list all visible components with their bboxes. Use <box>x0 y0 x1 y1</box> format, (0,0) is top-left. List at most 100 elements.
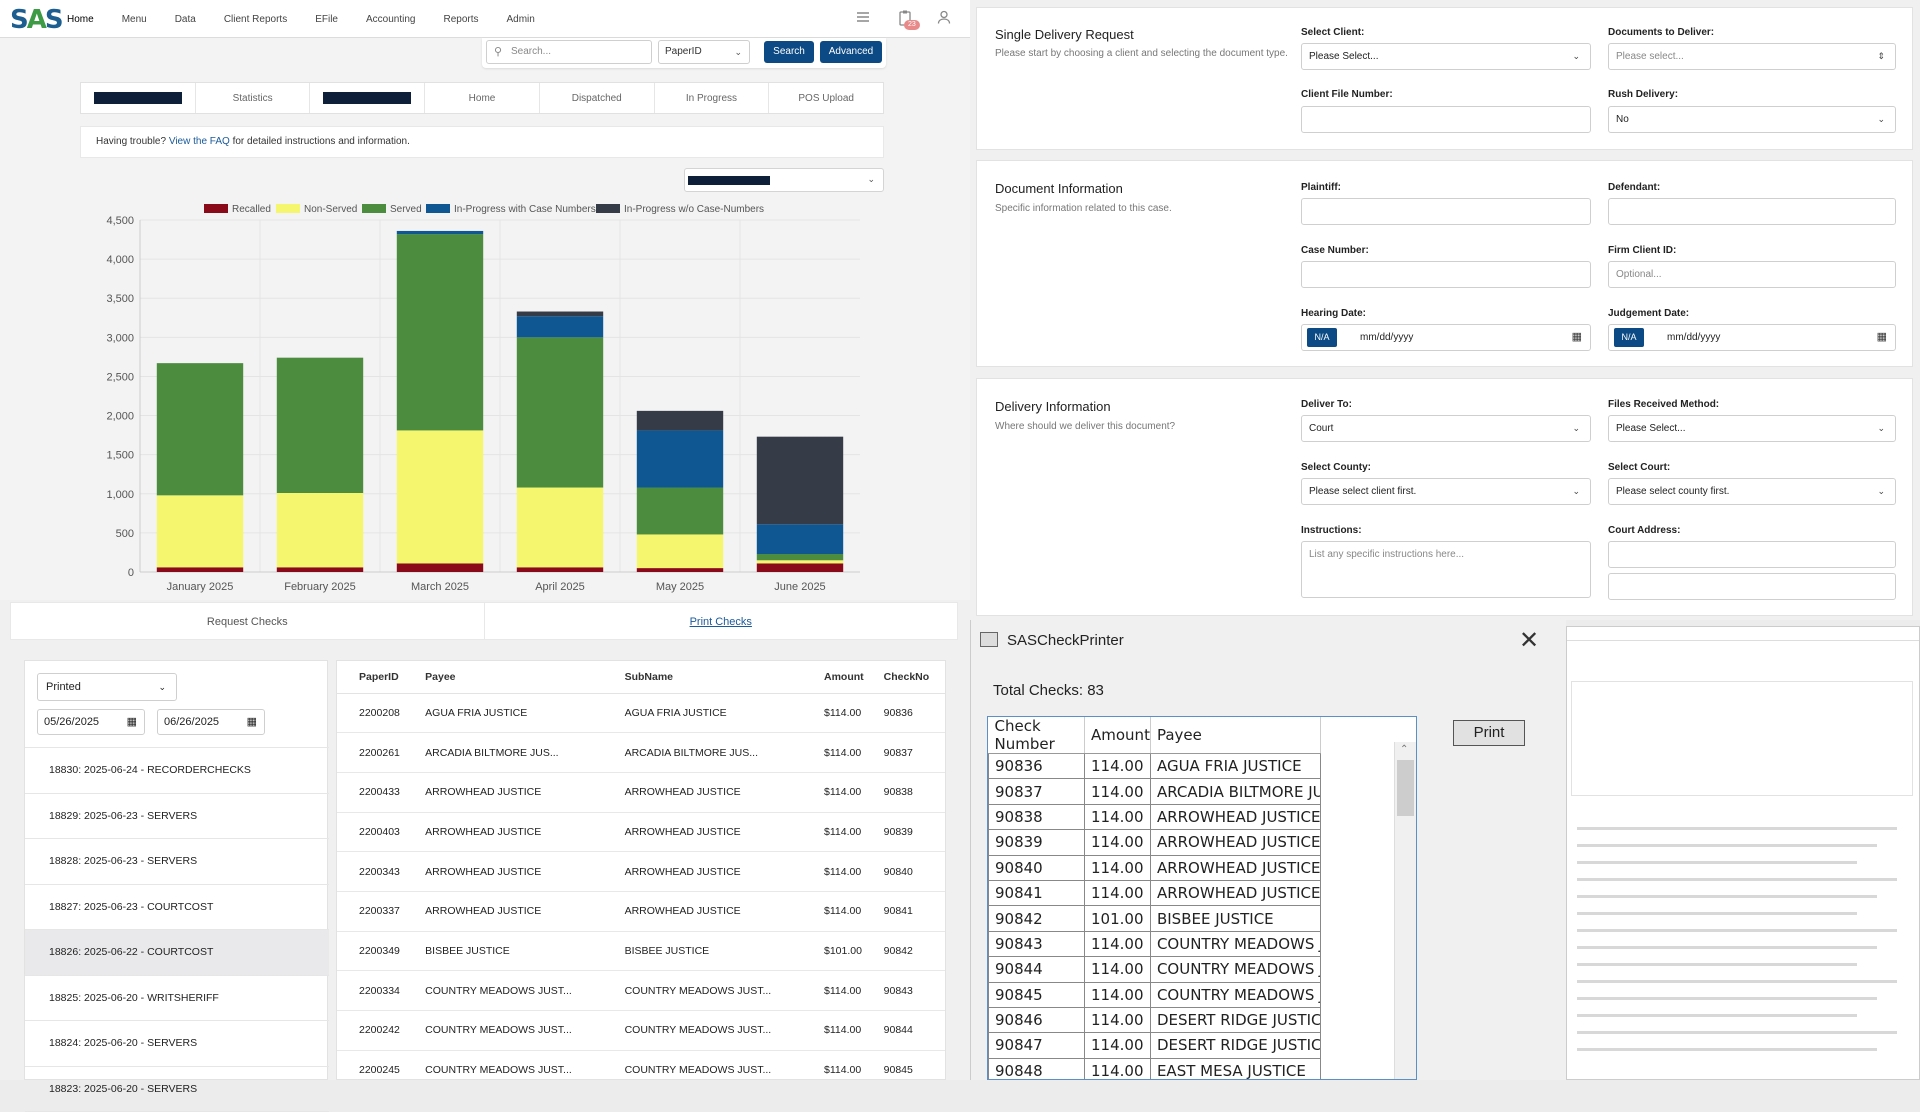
date-to-input[interactable]: 06/26/2025▦ <box>157 709 265 735</box>
scroll-up-icon[interactable]: ⌃ <box>1400 744 1408 755</box>
select-county-dropdown[interactable]: Please select client first.⌄ <box>1301 478 1591 505</box>
tab-home[interactable]: Home <box>425 83 540 113</box>
nav-item-data[interactable]: Data <box>175 14 196 25</box>
nav-item-home[interactable]: Home <box>67 14 94 25</box>
grid-column-header[interactable]: Amount <box>1085 717 1151 754</box>
rush-delivery-dropdown[interactable]: No⌄ <box>1608 106 1896 133</box>
search-input[interactable]: ⚲Search... <box>486 40 652 64</box>
deliver-to-dropdown[interactable]: Court⌄ <box>1301 415 1591 442</box>
column-header[interactable]: Payee <box>419 661 618 693</box>
tab-in-progress[interactable]: In Progress <box>655 83 770 113</box>
status-filter-select[interactable]: Printed⌄ <box>37 673 177 701</box>
calendar-icon[interactable]: ▦ <box>1572 325 1582 350</box>
date-from-input[interactable]: 05/26/2025▦ <box>37 709 145 735</box>
tab-print-checks[interactable]: Print Checks <box>484 603 958 639</box>
nav-item-client-reports[interactable]: Client Reports <box>224 14 287 25</box>
judgement-na-button[interactable]: N/A <box>1614 328 1644 347</box>
tab-redacted-1[interactable] <box>81 83 196 113</box>
chart-range-select[interactable]: ⌄ <box>684 168 884 192</box>
batch-list-item[interactable]: 18828: 2025-06-23 - SERVERS <box>25 839 329 885</box>
firm-client-id-input[interactable]: Optional... <box>1608 261 1896 288</box>
batch-list-item[interactable]: 18827: 2025-06-23 - COURTCOST <box>25 885 329 931</box>
documents-dropdown[interactable]: Please select...⇕ <box>1608 43 1896 70</box>
search-button[interactable]: Search <box>764 41 814 63</box>
grid-cell: 90845 <box>989 982 1085 1007</box>
files-received-dropdown[interactable]: Please Select...⌄ <box>1608 415 1896 442</box>
tab-pos-upload[interactable]: POS Upload <box>769 83 883 113</box>
nav-item-reports[interactable]: Reports <box>443 14 478 25</box>
calendar-icon[interactable]: ▦ <box>1877 325 1887 350</box>
case-number-input[interactable] <box>1301 261 1591 288</box>
hearing-date-input[interactable]: N/A mm/dd/yyyy ▦ <box>1301 324 1591 351</box>
scroll-thumb[interactable] <box>1397 760 1414 816</box>
column-header[interactable]: PaperID <box>337 661 419 693</box>
app-thumbnail-preview[interactable] <box>1566 626 1920 1080</box>
grid-cell: 114.00 <box>1085 779 1151 804</box>
tab-redacted-2[interactable] <box>310 83 425 113</box>
close-icon[interactable]: ✕ <box>1519 626 1539 655</box>
batch-list-item[interactable]: 18823: 2025-06-20 - SERVERS <box>25 1067 329 1112</box>
court-address-line2[interactable] <box>1608 573 1896 600</box>
defendant-input[interactable] <box>1608 198 1896 225</box>
column-header[interactable]: SubName <box>619 661 818 693</box>
hearing-na-button[interactable]: N/A <box>1307 328 1337 347</box>
faq-link[interactable]: View the FAQ <box>169 136 230 147</box>
dashboard-tabs: Statistics Home Dispatched In Progress P… <box>80 82 884 114</box>
grid-scrollbar[interactable]: ⌃ <box>1394 742 1416 1080</box>
column-header[interactable]: Amount <box>818 661 878 693</box>
nav-item-admin[interactable]: Admin <box>506 14 534 25</box>
list-icon[interactable] <box>856 10 872 26</box>
nav-item-efile[interactable]: EFile <box>315 14 338 25</box>
client-file-number-input[interactable] <box>1301 106 1591 133</box>
judgement-date-input[interactable]: N/A mm/dd/yyyy ▦ <box>1608 324 1896 351</box>
app-icon <box>980 632 998 647</box>
plaintiff-input[interactable] <box>1301 198 1591 225</box>
print-button[interactable]: Print <box>1453 720 1525 746</box>
grid-cell: ARCADIA BILTMORE JUSTICE <box>1150 779 1320 804</box>
tab-dispatched[interactable]: Dispatched <box>540 83 655 113</box>
select-court-dropdown[interactable]: Please select county first.⌄ <box>1608 478 1896 505</box>
nav-item-accounting[interactable]: Accounting <box>366 14 415 25</box>
column-header[interactable]: CheckNo <box>878 661 945 693</box>
advanced-search-button[interactable]: Advanced <box>820 41 882 63</box>
search-field-select[interactable]: PaperID⌄ <box>658 40 750 64</box>
batch-list-item[interactable]: 18826: 2025-06-22 - COURTCOST <box>25 930 329 976</box>
grid-column-header[interactable]: Payee <box>1150 717 1320 754</box>
user-icon[interactable] <box>937 10 953 26</box>
grid-column-header[interactable]: Check Number <box>989 717 1085 754</box>
tab-request-checks[interactable]: Request Checks <box>11 603 484 639</box>
batch-list-item[interactable]: 18829: 2025-06-23 - SERVERS <box>25 794 329 840</box>
nav-item-menu[interactable]: Menu <box>122 14 147 25</box>
batch-list-item[interactable]: 18830: 2025-06-24 - RECORDERCHECKS <box>25 748 329 794</box>
select-client-dropdown[interactable]: Please Select...⌄ <box>1301 43 1591 70</box>
batch-list-item[interactable]: 18825: 2025-06-20 - WRITSHERIFF <box>25 976 329 1022</box>
tab-statistics[interactable]: Statistics <box>196 83 311 113</box>
instructions-textarea[interactable]: List any specific instructions here... <box>1301 541 1591 598</box>
batch-list-item[interactable]: 18824: 2025-06-20 - SERVERS <box>25 1021 329 1067</box>
logo[interactable]: SAS <box>10 5 62 35</box>
court-address-line1[interactable] <box>1608 541 1896 568</box>
